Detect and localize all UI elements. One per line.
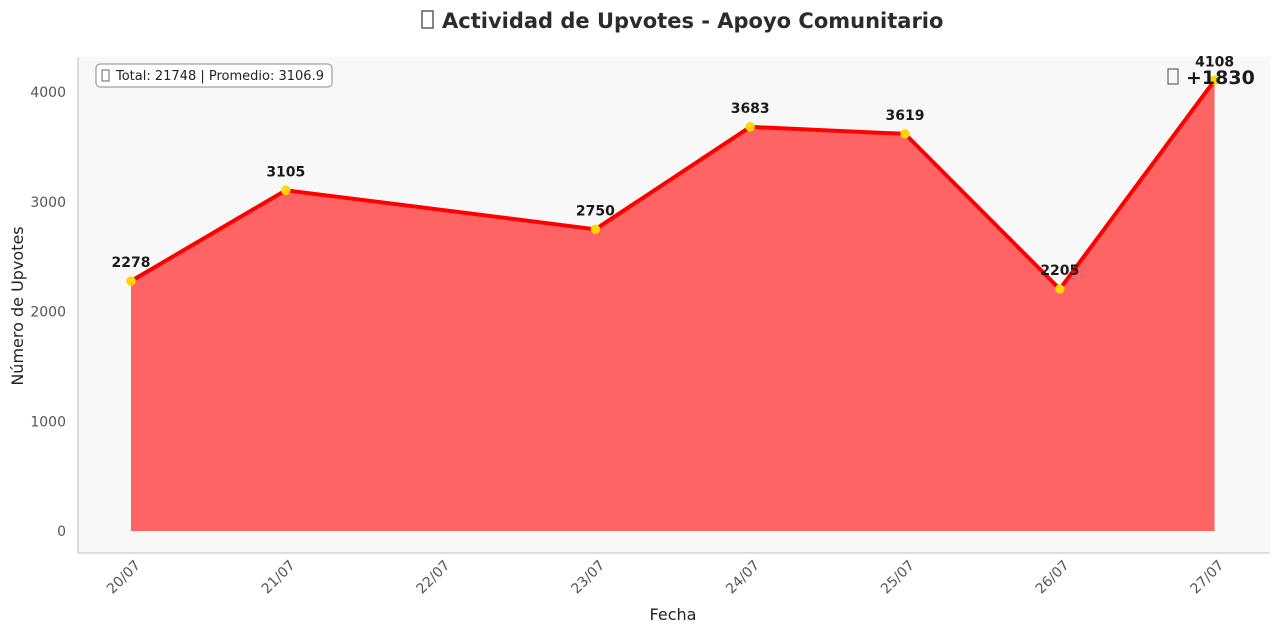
x-tick-label: 25/07 [878,558,918,598]
y-tick-labels: 0 1000 2000 3000 4000 [30,85,66,540]
data-point-marker [745,122,755,132]
x-tick-label: 21/07 [259,558,299,598]
x-axis-label: Fecha [650,605,697,624]
y-tick-label: 2000 [30,305,66,321]
delta-annotation-text: +1830 [1186,67,1255,89]
y-tick-label: 4000 [30,85,66,101]
delta-annotation: +1830 [1167,67,1255,89]
y-tick-label: 0 [57,524,66,540]
stats-box-frame [95,63,333,88]
data-point-marker [281,185,291,196]
x-tick-label: 23/07 [568,558,608,598]
data-value-label: 2205 [1040,263,1079,279]
data-point-marker [1209,75,1220,86]
stats-box-text: Total: 21748 | Promedio: 3106.9 [115,69,324,84]
y-tick-label: 3000 [30,195,66,211]
data-label-layer: 2278 3105 2750 3683 3619 2205 4108 [112,54,1235,279]
missing-glyph-icon [421,10,434,29]
area-layer [131,80,1215,532]
x-tick-label: 22/07 [414,558,454,598]
x-tick-label: 24/07 [723,558,763,598]
missing-glyph-icon [101,69,110,82]
area-fill [131,80,1215,532]
data-value-label: 3683 [731,101,770,117]
data-value-label: 3619 [886,108,925,124]
data-value-label: 2750 [576,203,615,219]
y-axis-label: Número de Upvotes [8,226,27,385]
data-value-label: 3105 [266,164,305,180]
x-tick-label: 20/07 [104,558,144,598]
missing-glyph-icon [1167,68,1179,85]
data-point-marker [1055,284,1065,294]
x-tick-labels: 20/07 21/07 22/07 23/07 24/07 25/07 26/07 27/07 [104,558,1227,598]
data-value-label: 2278 [112,255,151,271]
data-value-label: 4108 [1195,54,1234,70]
x-tick-label: 26/07 [1033,558,1073,598]
x-tick-label: 27/07 [1188,558,1228,598]
data-point-marker [900,129,910,139]
data-point-marker [126,276,136,286]
marker-layer [126,75,1220,294]
chart-title: Actividad de Upvotes - Apoyo Comunitario [442,9,943,33]
stats-box: Total: 21748 | Promedio: 3106.9 [95,63,333,88]
data-point-marker [590,224,601,235]
y-tick-label: 1000 [30,414,66,430]
chart-title-group: Actividad de Upvotes - Apoyo Comunitario [421,9,943,33]
